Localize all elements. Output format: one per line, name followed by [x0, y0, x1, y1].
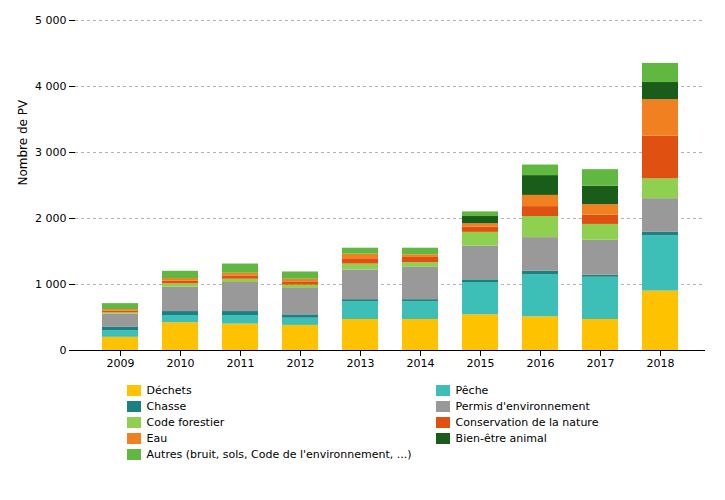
svg-text:Nombre de PV: Nombre de PV	[16, 99, 30, 186]
svg-text:5 000: 5 000	[35, 14, 67, 27]
svg-text:4 000: 4 000	[35, 80, 67, 93]
svg-text:2 000: 2 000	[35, 212, 67, 225]
html-text:Permis d'environnement: Permis d'environnement	[455, 400, 590, 413]
svg-text:2013: 2013	[347, 357, 375, 370]
html-text:Bien-être animal: Bien-être animal	[455, 432, 547, 445]
svg-text:1 000: 1 000	[35, 278, 67, 291]
html-text:Conservation de la nature: Conservation de la nature	[455, 416, 599, 429]
html-text:Code forestier: Code forestier	[146, 416, 225, 429]
html-text:Déchets: Déchets	[146, 384, 192, 397]
svg-text:2016: 2016	[527, 357, 555, 370]
html-text:Chasse: Chasse	[146, 400, 187, 413]
svg-text:2012: 2012	[287, 357, 315, 370]
svg-text:2017: 2017	[587, 357, 615, 370]
svg-text:3 000: 3 000	[35, 146, 67, 159]
svg-text:0: 0	[60, 344, 67, 357]
svg-text:2015: 2015	[467, 357, 495, 370]
svg-text:2018: 2018	[647, 357, 675, 370]
svg-text:2010: 2010	[167, 357, 195, 370]
html-text:Pêche: Pêche	[455, 384, 489, 397]
svg-text:2014: 2014	[407, 357, 435, 370]
svg-text:2009: 2009	[107, 357, 135, 370]
html-text:Eau: Eau	[146, 432, 168, 445]
html-text:Autres (bruit, sols, Code de l: Autres (bruit, sols, Code de l'environne…	[146, 448, 412, 461]
svg-text:2011: 2011	[227, 357, 255, 370]
